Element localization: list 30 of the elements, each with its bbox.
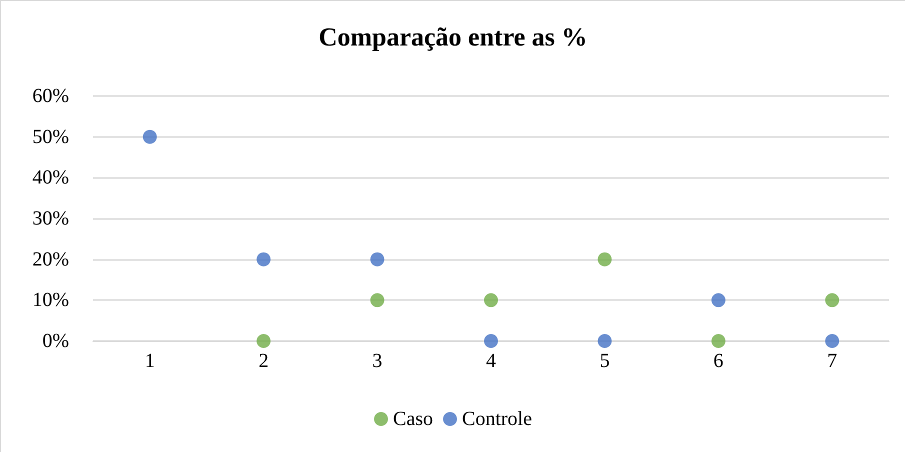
point <box>598 252 612 266</box>
x-tick-label: 7 <box>827 350 838 372</box>
y-tick-label: 40% <box>32 166 69 189</box>
y-tick-label: 0% <box>42 330 69 352</box>
point <box>142 130 157 144</box>
x-tick-label: 3 <box>372 350 382 372</box>
y-tick-label: 20% <box>32 248 69 270</box>
chart-title: Comparação entre as % <box>318 22 588 52</box>
x-tick-label: 4 <box>486 350 496 372</box>
point <box>370 293 384 308</box>
point <box>484 334 498 348</box>
y-tick-label: 10% <box>32 289 69 312</box>
point <box>484 293 498 308</box>
point <box>370 252 384 266</box>
legend-label: Caso <box>393 408 434 430</box>
point <box>256 334 271 348</box>
y-tick-label: 30% <box>32 208 69 230</box>
legend-label: Controle <box>462 408 532 430</box>
x-tick-label: 2 <box>258 350 269 372</box>
point <box>256 252 271 266</box>
point <box>825 334 840 348</box>
x-tick-label: 6 <box>713 350 724 372</box>
point <box>711 293 726 308</box>
point <box>825 293 840 308</box>
y-tick-label: 50% <box>32 126 69 148</box>
point <box>711 334 726 348</box>
y-tick-label: 60% <box>32 85 69 107</box>
x-tick-label: 5 <box>600 350 610 372</box>
x-tick-label: 1 <box>144 350 155 372</box>
point <box>598 334 612 348</box>
